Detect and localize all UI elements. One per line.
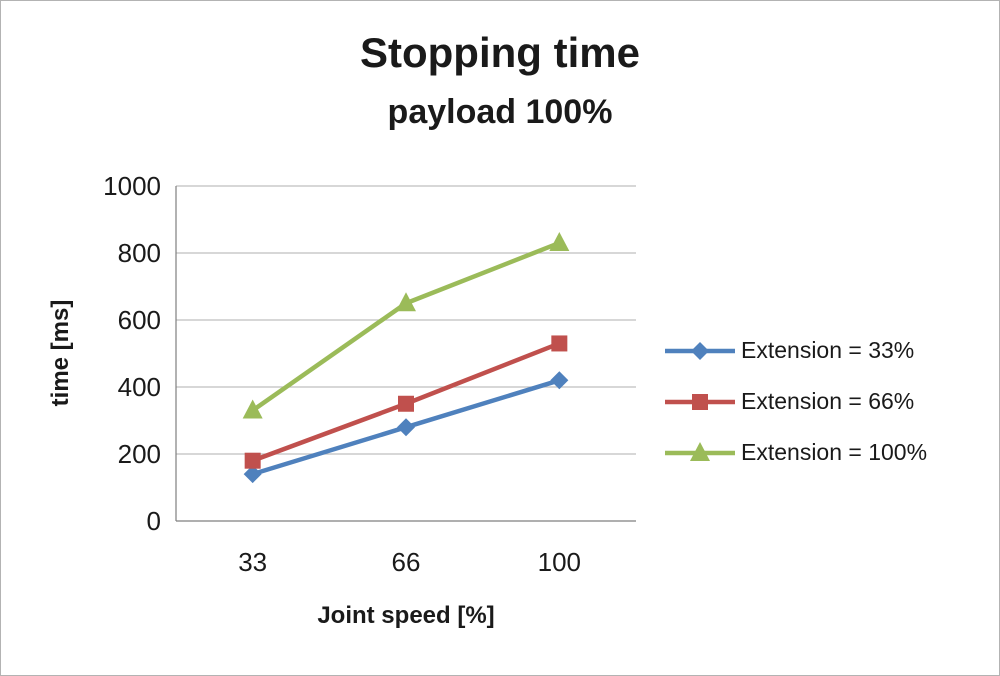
legend-item: Extension = 66%: [663, 388, 927, 415]
diamond-marker: [691, 341, 709, 360]
y-tick-label: 400: [118, 372, 161, 402]
series-line-3: [250, 240, 562, 413]
x-tick-label: 33: [238, 547, 267, 577]
diamond-marker: [550, 371, 569, 390]
y-tick-label: 800: [118, 238, 161, 268]
y-tick-label: 200: [118, 439, 161, 469]
chart-subtitle: payload 100%: [387, 93, 613, 131]
legend-line-sample-diamond: [665, 341, 735, 360]
y-tick-label: 600: [118, 305, 161, 335]
triangle-marker: [242, 399, 263, 419]
legend-label: Extension = 66%: [741, 388, 915, 414]
square-marker: [692, 393, 708, 410]
legend-item: Extension = 100%: [663, 439, 927, 466]
square-marker: [398, 395, 414, 412]
triangle-marker: [396, 292, 416, 312]
y-tick-label: 1000: [103, 171, 161, 201]
legend: Extension = 33% Extension = 66% Extensio…: [663, 337, 927, 466]
x-tick-label: 66: [392, 547, 421, 577]
legend-line-sample-square: [665, 393, 735, 410]
square-marker: [551, 335, 568, 352]
square-marker: [244, 452, 261, 469]
legend-item: Extension = 33%: [663, 337, 927, 364]
diamond-marker: [243, 465, 262, 484]
y-tick-label: 0: [147, 506, 161, 536]
y-axis-title: time [ms]: [47, 299, 74, 407]
legend-line-sample-triangle: [665, 441, 735, 461]
x-axis-title: Joint speed [%]: [317, 602, 495, 629]
legend-label: Extension = 33%: [741, 337, 915, 363]
triangle-marker: [690, 441, 710, 461]
x-tick-label: 100: [538, 547, 581, 577]
legend-label: Extension = 100%: [741, 439, 928, 465]
triangle-marker: [549, 231, 570, 251]
diamond-marker: [397, 418, 415, 437]
chart-title: Stopping time: [360, 29, 640, 76]
